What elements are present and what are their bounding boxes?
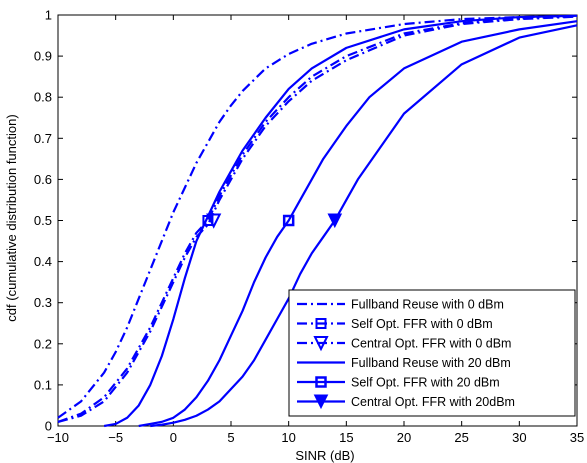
legend-marker-3: [313, 336, 329, 352]
x-axis-title: SINR (dB): [295, 448, 354, 463]
y-tick-label: 0.8: [34, 90, 52, 105]
series-line-1: [57, 14, 578, 419]
series-line-2: [57, 15, 578, 423]
legend-label-1: Fullband Reuse with 0 dBm: [351, 298, 504, 312]
series-line-6: [150, 24, 578, 428]
legend-box: [288, 289, 576, 417]
x-tick-label: −10: [47, 430, 69, 445]
x-tick-label: 10: [281, 430, 295, 445]
y-axis-title: cdf (cumulative distribution function): [4, 114, 19, 321]
legend-label-2: Self Opt. FFR with 0 dBm: [351, 317, 493, 331]
y-tick-label: 0.3: [34, 295, 52, 310]
series-marker-3: [206, 213, 222, 229]
y-tick-label: 0.5: [34, 213, 52, 228]
x-tick-label: 20: [397, 430, 411, 445]
x-tick-label: −5: [108, 430, 123, 445]
x-tick-label: 15: [339, 430, 353, 445]
legend-label-3: Central Opt. FFR with 0 dBm: [351, 337, 511, 351]
y-tick-label: 0.6: [34, 172, 52, 187]
y-tick-label: 0.2: [34, 336, 52, 351]
x-tick-label: 25: [454, 430, 468, 445]
legend: Fullband Reuse with 0 dBm Self Opt. FFR w…: [288, 289, 576, 417]
x-tick-label: 5: [227, 430, 234, 445]
legend-marker-6: [313, 394, 329, 410]
x-tick-label: 30: [512, 430, 526, 445]
series-marker-5: [282, 214, 295, 227]
legend-label-5: Self Opt. FFR with 20 dBm: [351, 376, 500, 390]
y-tick-label: 0.9: [34, 49, 52, 64]
series-line-5: [138, 20, 578, 428]
y-tick-label: 0: [45, 419, 52, 434]
y-tick-label: 1: [45, 8, 52, 23]
series-line-4: [103, 14, 578, 428]
axes-group: −10 −5 0 5 10 15 20 25 30 35 0 0.1 0.2 0.3 0.4 0.5 0.6 0.…: [34, 8, 584, 446]
x-tick-label: 35: [570, 430, 584, 445]
legend-label-4: Fullband Reuse with 20 dBm: [351, 356, 511, 370]
x-tick-label: 0: [170, 430, 177, 445]
y-tick-label: 0.4: [34, 254, 52, 269]
y-tick-label: 0.1: [34, 377, 52, 392]
series-marker-6: [327, 213, 343, 229]
legend-label-6: Central Opt. FFR with 20dBm: [351, 395, 515, 409]
legend-marker-2: [315, 318, 327, 329]
y-tick-label: 0.7: [34, 131, 52, 146]
series-line-3: [57, 15, 578, 423]
series-group: [57, 14, 578, 428]
legend-marker-5: [315, 376, 327, 388]
